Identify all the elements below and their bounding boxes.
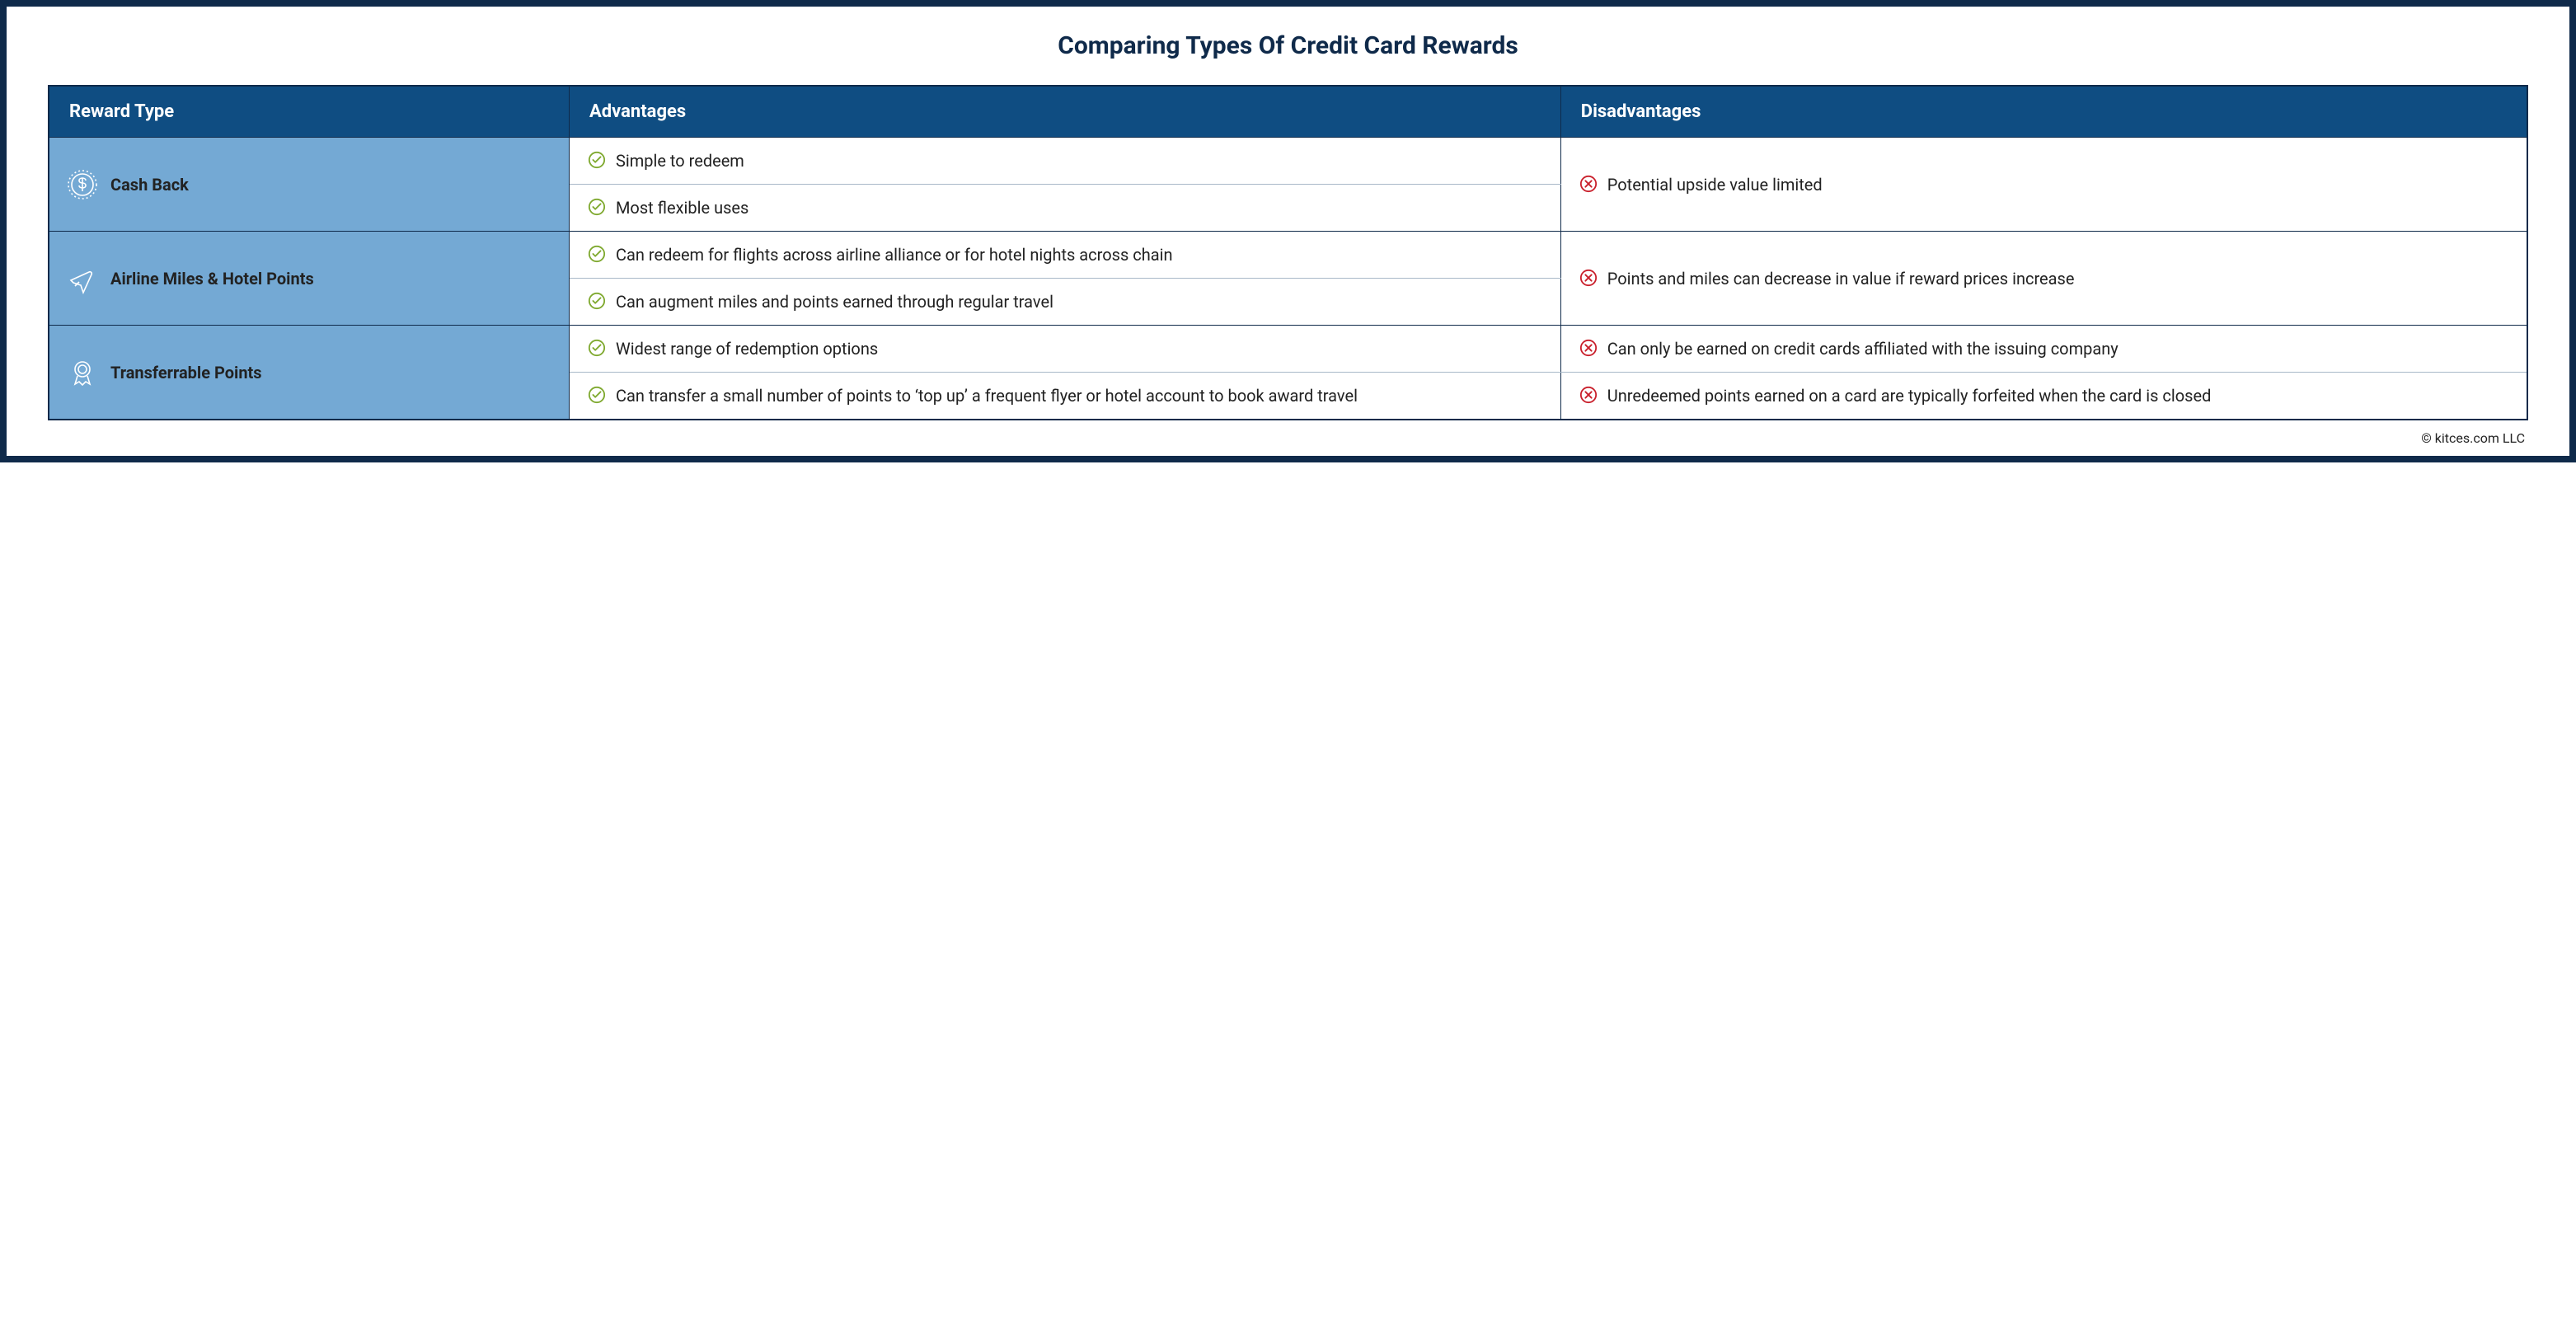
advantage-text: Simple to redeem [616, 149, 744, 172]
table-header-row: Reward Type Advantages Disadvantages [49, 86, 2527, 138]
advantage-cell: Can transfer a small number of points to… [569, 373, 1560, 420]
reward-type-cell: Transferrable Points [49, 326, 569, 420]
advantage-cell: Simple to redeem [569, 138, 1560, 185]
panel-title: Comparing Types Of Credit Card Rewards [48, 31, 2528, 60]
check-icon [588, 151, 606, 169]
advantage-cell: Most flexible uses [569, 185, 1560, 232]
table-row: Cash BackSimple to redeemPotential upsid… [49, 138, 2527, 185]
col-header-disadvantages: Disadvantages [1560, 86, 2527, 138]
disadvantage-cell: Unredeemed points earned on a card are t… [1560, 373, 2527, 420]
advantage-cell: Can redeem for flights across airline al… [569, 232, 1560, 279]
cross-icon [1579, 175, 1598, 193]
plane-icon [66, 262, 99, 295]
reward-type-cell: Cash Back [49, 138, 569, 232]
cross-icon [1579, 339, 1598, 357]
disadvantage-text: Potential upside value limited [1607, 173, 1823, 196]
disadvantage-cell: Points and miles can decrease in value i… [1560, 232, 2527, 326]
col-header-advantages: Advantages [569, 86, 1560, 138]
advantage-text: Can augment miles and points earned thro… [616, 290, 1053, 313]
cross-icon [1579, 269, 1598, 287]
badge-icon [66, 356, 99, 389]
comparison-panel: Comparing Types Of Credit Card Rewards R… [0, 0, 2576, 462]
col-header-type: Reward Type [49, 86, 569, 138]
rewards-table: Reward Type Advantages Disadvantages Cas… [48, 85, 2528, 420]
advantage-text: Most flexible uses [616, 196, 748, 219]
copyright-footer: © kitces.com LLC [48, 420, 2528, 448]
advantage-text: Widest range of redemption options [616, 337, 878, 360]
disadvantage-cell: Potential upside value limited [1560, 138, 2527, 232]
dollar-icon [66, 168, 99, 201]
disadvantage-text: Can only be earned on credit cards affil… [1607, 337, 2119, 360]
table-row: Airline Miles & Hotel PointsCan redeem f… [49, 232, 2527, 279]
reward-type-label: Transferrable Points [110, 363, 262, 382]
disadvantage-text: Points and miles can decrease in value i… [1607, 267, 2075, 290]
advantage-text: Can transfer a small number of points to… [616, 384, 1358, 407]
check-icon [588, 198, 606, 216]
reward-type-cell: Airline Miles & Hotel Points [49, 232, 569, 326]
check-icon [588, 386, 606, 404]
check-icon [588, 292, 606, 310]
reward-type-label: Airline Miles & Hotel Points [110, 269, 314, 289]
check-icon [588, 245, 606, 263]
table-row: Transferrable PointsWidest range of rede… [49, 326, 2527, 373]
advantage-cell: Can augment miles and points earned thro… [569, 279, 1560, 326]
reward-type-label: Cash Back [110, 175, 189, 195]
advantage-cell: Widest range of redemption options [569, 326, 1560, 373]
disadvantage-cell: Can only be earned on credit cards affil… [1560, 326, 2527, 373]
check-icon [588, 339, 606, 357]
disadvantage-text: Unredeemed points earned on a card are t… [1607, 384, 2212, 407]
cross-icon [1579, 386, 1598, 404]
advantage-text: Can redeem for flights across airline al… [616, 243, 1173, 266]
